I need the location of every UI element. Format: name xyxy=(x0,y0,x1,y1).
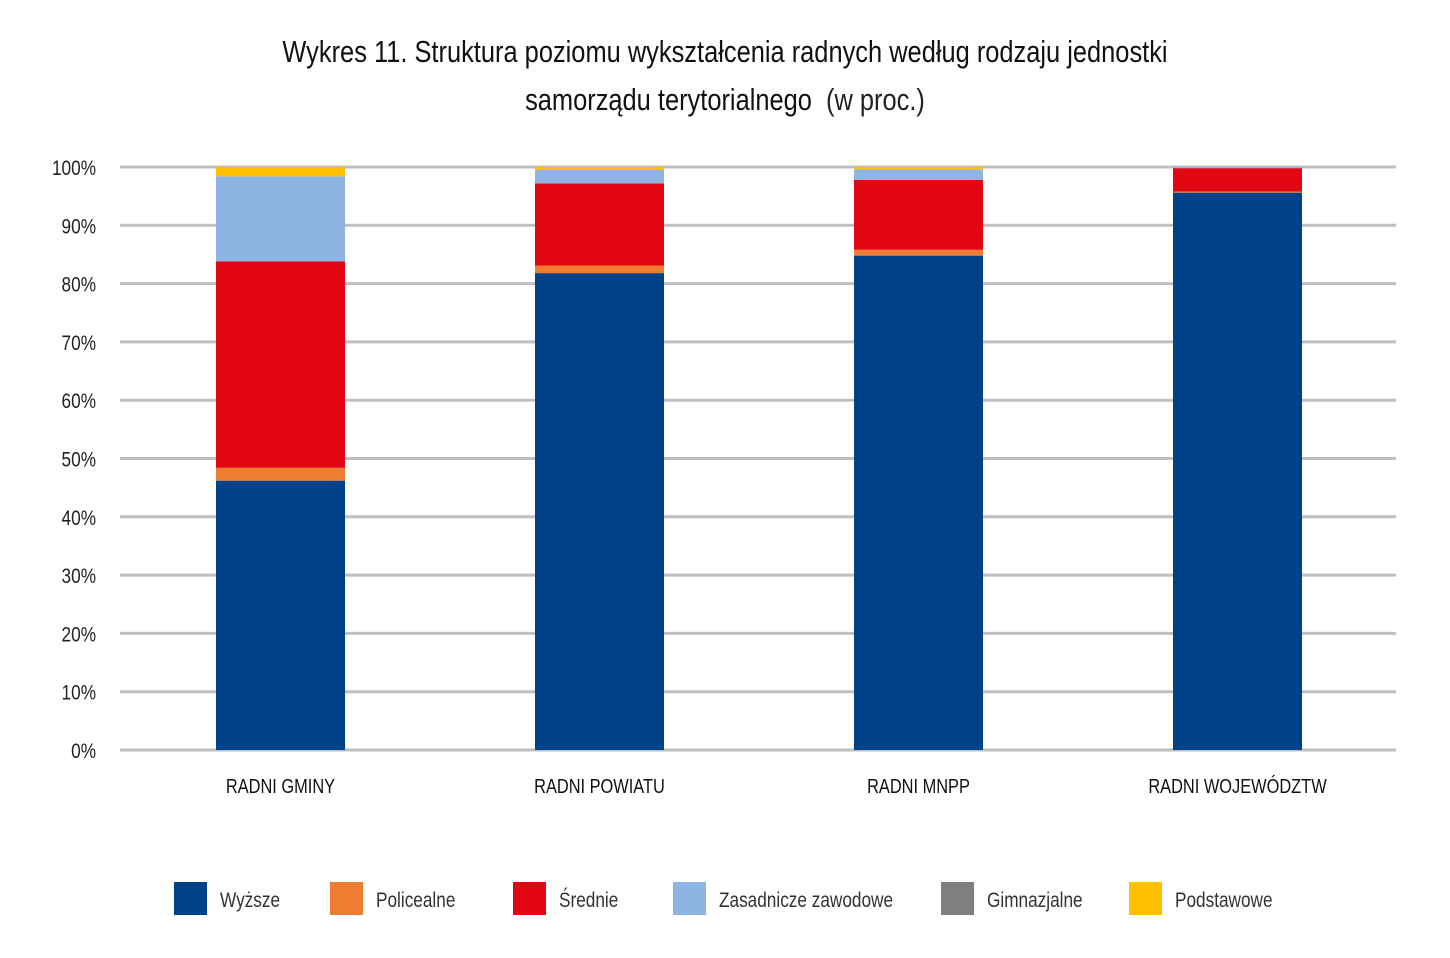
y-tick-label: 30% xyxy=(62,566,96,589)
bar-segment-policealne xyxy=(854,249,983,256)
bar-segment-podstawowe xyxy=(535,167,664,170)
bar-segment--rednie xyxy=(1173,168,1302,192)
legend-label: Policealne xyxy=(376,890,455,913)
legend-label: Podstawowe xyxy=(1175,890,1273,913)
x-category-label: RADNI GMINY xyxy=(226,774,335,797)
y-tick-label: 90% xyxy=(62,216,96,239)
legend-swatch xyxy=(673,882,706,915)
bar-segment-zasadnicze-zawodowe xyxy=(535,169,664,184)
legend-swatch xyxy=(1129,882,1162,915)
y-tick-label: 20% xyxy=(62,624,96,647)
bar-segment--rednie xyxy=(535,183,664,266)
chart-title-line2: samorządu terytorialnego xyxy=(525,82,812,117)
legend-swatch xyxy=(941,882,974,915)
bar-segment--rednie xyxy=(216,261,345,468)
bar-segment-wy-sze xyxy=(216,480,345,750)
legend-label: Wyższe xyxy=(220,890,280,913)
bar-segment-podstawowe xyxy=(854,167,983,170)
x-category-label: RADNI WOJEWÓDZTW xyxy=(1148,774,1327,797)
bar-segment-zasadnicze-zawodowe xyxy=(1173,167,1302,169)
legend-label: Gimnazjalne xyxy=(987,890,1083,913)
chart-title-suffix: (w proc.) xyxy=(826,82,925,117)
bar-segment-zasadnicze-zawodowe xyxy=(216,176,345,262)
y-tick-label: 0% xyxy=(71,741,96,764)
bar-segment-podstawowe xyxy=(216,167,345,177)
bar-segment-policealne xyxy=(535,265,664,274)
bar-segment-policealne xyxy=(216,467,345,481)
y-tick-label: 70% xyxy=(62,332,96,355)
legend-swatch xyxy=(330,882,363,915)
bar-segment-wy-sze xyxy=(1173,192,1302,751)
bar-segment-wy-sze xyxy=(535,273,664,750)
chart-title: Wykres 11. Struktura poziomu wykształcen… xyxy=(131,28,1320,124)
chart-title-line1: Wykres 11. Struktura poziomu wykształcen… xyxy=(282,34,1168,69)
legend-label: Zasadnicze zawodowe xyxy=(719,890,893,913)
bar-segment-wy-sze xyxy=(854,255,983,750)
bar-segment-policealne xyxy=(1173,191,1302,193)
y-tick-label: 10% xyxy=(62,682,96,705)
y-tick-label: 100% xyxy=(52,158,96,181)
legend-label: Średnie xyxy=(559,888,618,912)
y-tick-label: 60% xyxy=(62,391,96,414)
x-category-label: RADNI POWIATU xyxy=(534,774,665,797)
bar-segment--rednie xyxy=(854,179,983,250)
bar-segment-zasadnicze-zawodowe xyxy=(854,169,983,180)
x-category-label: RADNI MNPP xyxy=(867,774,970,797)
y-tick-label: 40% xyxy=(62,507,96,530)
legend-swatch xyxy=(513,882,546,915)
legend-swatch xyxy=(174,882,207,915)
y-tick-label: 80% xyxy=(62,274,96,297)
y-tick-label: 50% xyxy=(62,449,96,472)
